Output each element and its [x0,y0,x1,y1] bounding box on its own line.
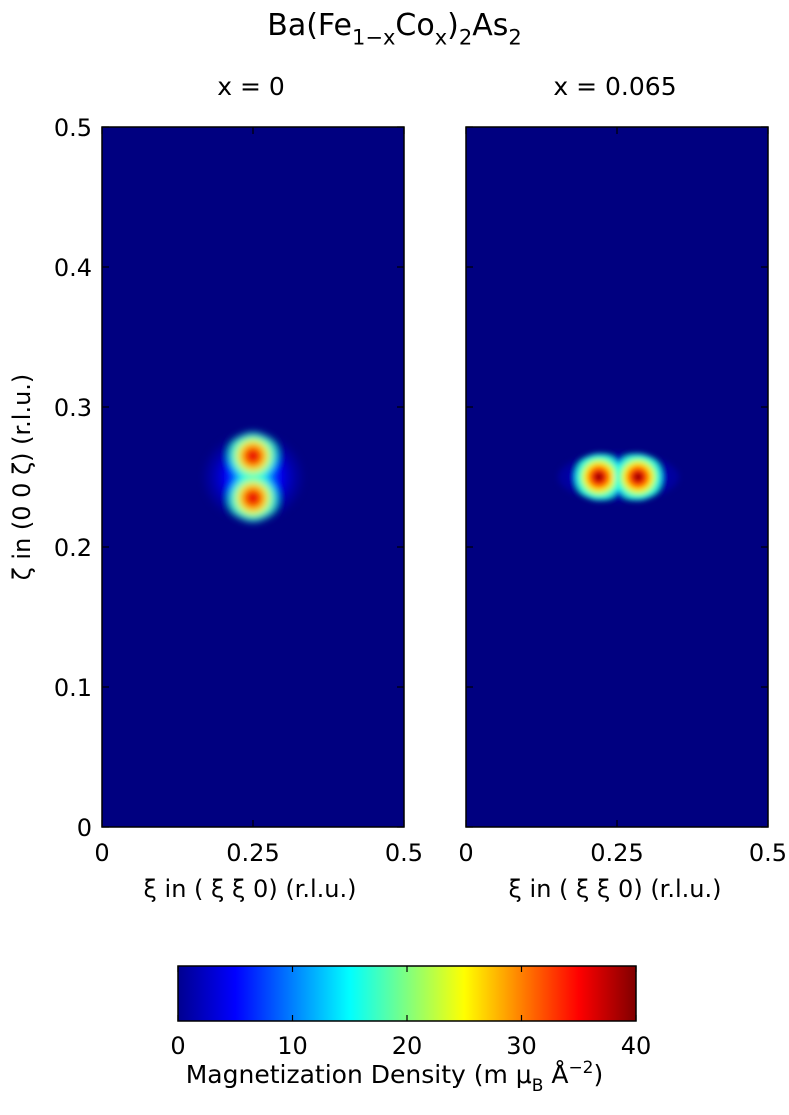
y-tick-label: 0.5 [54,114,92,142]
heatmap-panel-x0: 0 0.25 0.5 0 0.1 0.2 0.3 0.4 0.5 [54,114,423,867]
peak-core [249,494,257,502]
density-blob [558,452,679,502]
x-axis-label-right: ξ in ( ξ ξ 0) (r.l.u.) [508,875,722,903]
density-peak-1 [575,453,622,501]
peak-core [249,452,257,460]
y-tick-label: 0.4 [54,254,92,282]
colorbar-tick-label: 40 [621,1032,652,1060]
y-tick-label: 0 [77,814,92,842]
colorbar-label: Magnetization Density (m μB Å−2) [185,1058,604,1096]
colorbar-tick-label: 10 [277,1032,308,1060]
y-tick-label: 0.2 [54,534,92,562]
x-tick-label: 0 [458,839,473,867]
y-tick-label: 0.3 [54,394,92,422]
x-tick-label: 0.25 [590,839,643,867]
density-blob [204,432,302,522]
x-axis-label-left: ξ in ( ξ ξ 0) (r.l.u.) [143,875,357,903]
colorbar-tick-label: 20 [392,1032,423,1060]
colorbar [177,965,637,1022]
figure-title: Ba(Fe1−xCox)2As2 [267,8,522,50]
panel-title-x0: x = 0 [217,72,285,101]
x-tick-label: 0.5 [385,839,423,867]
colorbar-tick-label: 30 [506,1032,537,1060]
density-peak-1 [229,432,277,480]
x-tick-label: 0.5 [749,839,787,867]
y-tick-label: 0.1 [54,674,92,702]
density-peak-2 [615,453,662,501]
x-tick-label: 0.25 [226,839,279,867]
density-peak-2 [229,474,277,522]
peak-core [594,473,603,481]
colorbar-tick-label: 0 [170,1032,185,1060]
x-tick-label: 0 [94,839,109,867]
panel-title-x0065: x = 0.065 [553,72,677,101]
heatmap-panel-x0065: 0 0.25 0.5 [458,126,787,867]
peak-core [634,473,643,481]
